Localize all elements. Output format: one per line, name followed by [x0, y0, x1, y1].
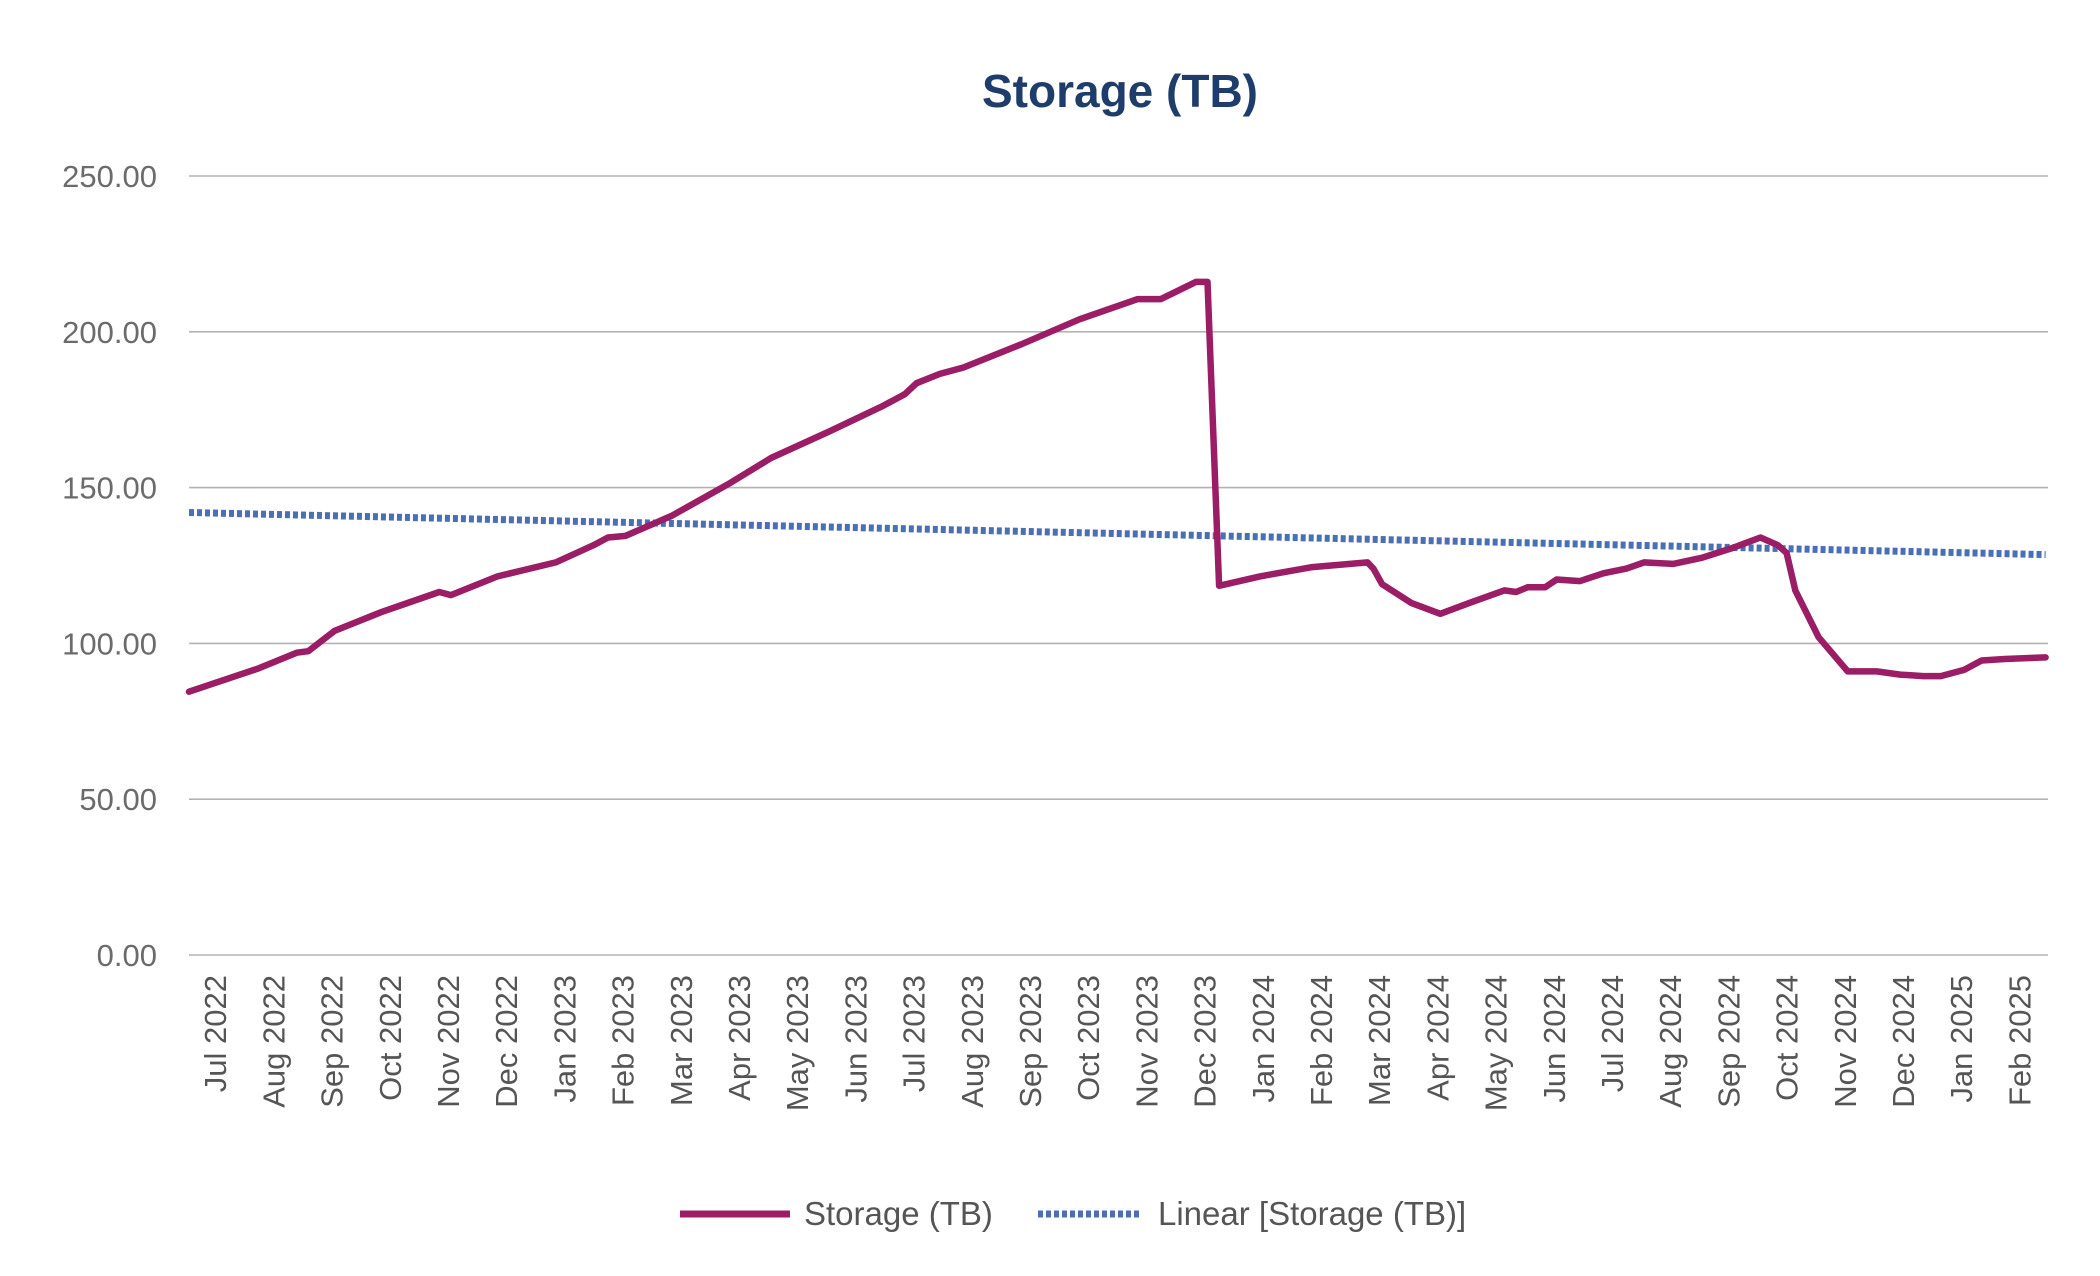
x-tick-label: Oct 2024	[1770, 975, 1805, 1101]
y-tick-label: 250.00	[62, 159, 157, 194]
x-tick-label: Apr 2024	[1420, 975, 1455, 1101]
x-tick-label: Jul 2023	[897, 975, 932, 1092]
x-tick-label: Jun 2024	[1537, 975, 1572, 1103]
x-tick-label: Sep 2024	[1711, 975, 1746, 1108]
x-tick-label: Apr 2023	[722, 975, 757, 1101]
x-tick-label: Feb 2025	[2002, 975, 2037, 1106]
legend-label-linear-trend: Linear [Storage (TB)]	[1158, 1195, 1466, 1232]
series-lines	[185, 278, 2049, 695]
x-tick-label: Mar 2024	[1362, 975, 1397, 1106]
x-tick-label: Feb 2023	[606, 975, 641, 1106]
y-tick-label: 200.00	[62, 315, 157, 350]
legend-label-storage: Storage (TB)	[804, 1195, 993, 1232]
x-tick-label: Nov 2022	[431, 975, 466, 1108]
x-tick-label: Nov 2024	[1828, 975, 1863, 1108]
x-tick-label: Feb 2024	[1304, 975, 1339, 1106]
x-tick-label: May 2024	[1479, 975, 1514, 1111]
x-tick-label: Aug 2023	[955, 975, 990, 1108]
x-tick-label: Jan 2025	[1944, 975, 1979, 1103]
x-tick-label: Dec 2023	[1188, 975, 1223, 1108]
y-tick-label: 100.00	[62, 626, 157, 661]
x-tick-label: Sep 2022	[315, 975, 350, 1108]
x-tick-label: Jan 2024	[1246, 975, 1281, 1103]
x-tick-label: Nov 2023	[1129, 975, 1164, 1108]
x-tick-label: Aug 2024	[1653, 975, 1688, 1108]
x-tick-label: Jun 2023	[838, 975, 873, 1103]
gridlines	[189, 175, 2048, 956]
y-tick-label: 150.00	[62, 471, 157, 506]
x-tick-label: Dec 2024	[1886, 975, 1921, 1108]
x-tick-label: Oct 2023	[1071, 975, 1106, 1101]
legend: Storage (TB) Linear [Storage (TB)]	[680, 1195, 1466, 1232]
x-tick-label: Mar 2023	[664, 975, 699, 1106]
series-line-linear-trend	[188, 509, 2046, 559]
x-tick-label: Jul 2024	[1595, 975, 1630, 1092]
x-tick-label: Aug 2022	[256, 975, 291, 1108]
x-tick-label: May 2023	[780, 975, 815, 1111]
series-line-storage	[185, 278, 2049, 695]
chart-title: Storage (TB)	[982, 65, 1258, 117]
y-axis-tick-labels: 0.00 50.00 100.00 150.00 200.00 250.00	[62, 159, 157, 973]
x-axis-tick-labels: Jul 2022 Aug 2022 Sep 2022 Oct 2022 Nov 2022…	[198, 975, 2037, 1111]
x-tick-label: Jan 2023	[547, 975, 582, 1103]
y-tick-label: 0.00	[97, 938, 157, 973]
x-tick-label: Jul 2022	[198, 975, 233, 1092]
x-tick-label: Oct 2022	[373, 975, 408, 1101]
x-tick-label: Dec 2022	[489, 975, 524, 1108]
x-tick-label: Sep 2023	[1013, 975, 1048, 1108]
y-tick-label: 50.00	[79, 782, 157, 817]
